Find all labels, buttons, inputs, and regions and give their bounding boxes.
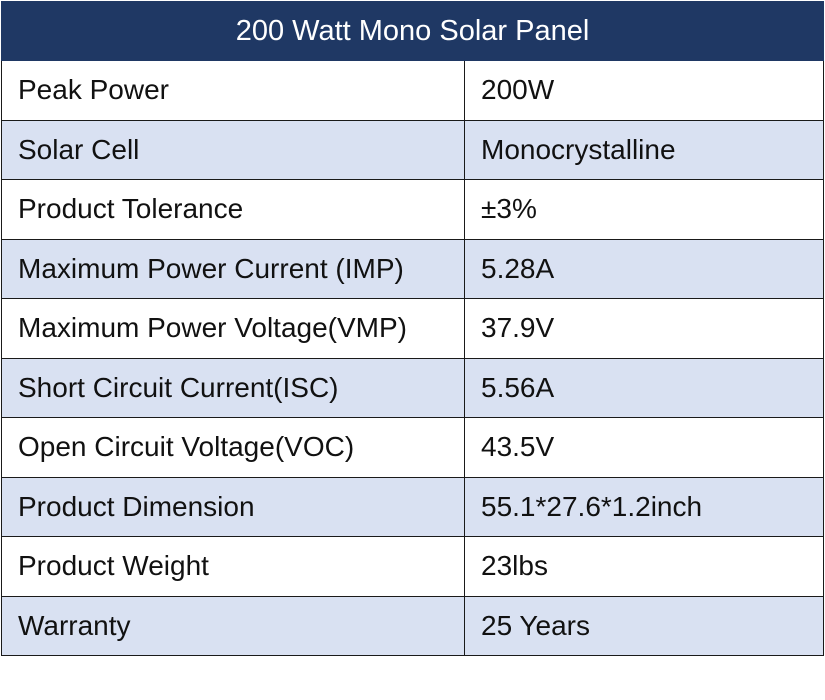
spec-table: 200 Watt Mono Solar Panel Peak Power 200… (0, 1, 825, 656)
title-row: 200 Watt Mono Solar Panel (0, 1, 825, 61)
table-row: Product Tolerance ±3% (1, 179, 825, 240)
spec-value: 5.56A (463, 357, 825, 418)
table-row: Solar Cell Monocrystalline (1, 119, 825, 180)
spec-label: Short Circuit Current(ISC) (1, 357, 465, 418)
spec-value: 43.5V (463, 417, 825, 478)
table-row: Product Dimension 55.1*27.6*1.2inch (1, 476, 825, 537)
table-title: 200 Watt Mono Solar Panel (0, 1, 825, 61)
spec-label: Product Weight (1, 536, 465, 597)
spec-table-body: Peak Power 200W Solar Cell Monocrystalli… (1, 60, 825, 656)
spec-label: Open Circuit Voltage(VOC) (1, 417, 465, 478)
table-row: Maximum Power Voltage(VMP) 37.9V (1, 298, 825, 359)
spec-value: 5.28A (463, 238, 825, 299)
spec-label: Product Dimension (1, 476, 465, 537)
table-row: Peak Power 200W (1, 60, 825, 121)
spec-label: Maximum Power Current (IMP) (1, 238, 465, 299)
spec-value: ±3% (463, 179, 825, 240)
spec-label: Peak Power (1, 60, 465, 121)
spec-value: 200W (463, 60, 825, 121)
spec-value: 55.1*27.6*1.2inch (463, 476, 825, 537)
table-row: Short Circuit Current(ISC) 5.56A (1, 357, 825, 418)
spec-table-head: 200 Watt Mono Solar Panel (0, 1, 825, 61)
spec-value: Monocrystalline (463, 119, 825, 180)
spec-value: 23lbs (463, 536, 825, 597)
table-row: Open Circuit Voltage(VOC) 43.5V (1, 417, 825, 478)
spec-label: Warranty (1, 595, 465, 656)
spec-label: Maximum Power Voltage(VMP) (1, 298, 465, 359)
spec-value: 25 Years (463, 595, 825, 656)
table-row: Product Weight 23lbs (1, 536, 825, 597)
spec-value: 37.9V (463, 298, 825, 359)
spec-label: Product Tolerance (1, 179, 465, 240)
spec-label: Solar Cell (1, 119, 465, 180)
table-row: Maximum Power Current (IMP) 5.28A (1, 238, 825, 299)
table-row: Warranty 25 Years (1, 595, 825, 656)
